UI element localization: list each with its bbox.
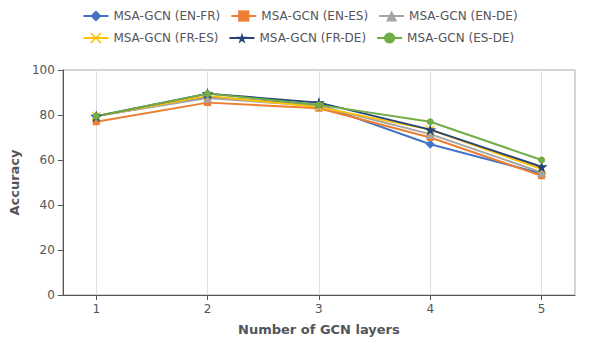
svg-text:MSA-GCN (EN-ES): MSA-GCN (EN-ES) (261, 9, 368, 23)
svg-text:Accuracy: Accuracy (7, 149, 22, 216)
svg-text:MSA-GCN (FR-ES): MSA-GCN (FR-ES) (113, 31, 218, 45)
svg-text:2: 2 (204, 302, 212, 316)
svg-text:MSA-GCN (ES-DE): MSA-GCN (ES-DE) (407, 31, 514, 45)
svg-text:80: 80 (40, 108, 55, 122)
svg-text:3: 3 (315, 302, 323, 316)
svg-text:60: 60 (40, 153, 55, 167)
svg-text:40: 40 (40, 198, 55, 212)
svg-text:20: 20 (40, 243, 55, 257)
svg-text:MSA-GCN (EN-DE): MSA-GCN (EN-DE) (409, 9, 517, 23)
svg-text:100: 100 (32, 63, 55, 77)
svg-text:4: 4 (426, 302, 434, 316)
svg-text:MSA-GCN (FR-DE): MSA-GCN (FR-DE) (259, 31, 366, 45)
svg-text:1: 1 (92, 302, 100, 316)
svg-text:Number of GCN layers: Number of GCN layers (238, 322, 400, 337)
svg-text:5: 5 (538, 302, 546, 316)
svg-text:MSA-GCN (EN-FR): MSA-GCN (EN-FR) (113, 9, 220, 23)
svg-text:0: 0 (47, 288, 55, 302)
